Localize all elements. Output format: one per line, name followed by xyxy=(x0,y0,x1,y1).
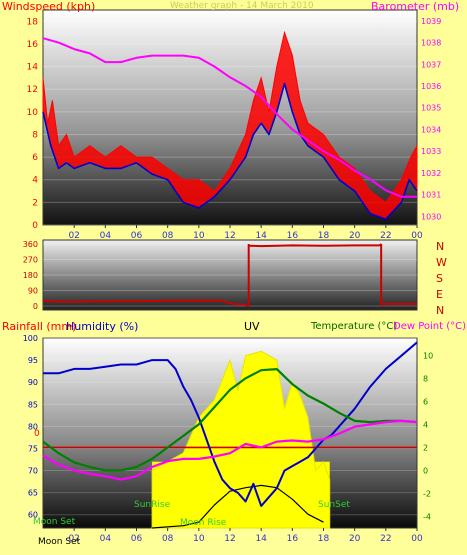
panel1-y-left-label: 4 xyxy=(32,176,38,186)
panel3-y-right-label: 4 xyxy=(423,420,428,429)
panel2-y-label: 180 xyxy=(23,271,38,280)
panel3-y-right-label: 0 xyxy=(423,466,428,475)
temperature-series xyxy=(42,368,418,472)
sunrise-label: SunRise xyxy=(134,500,171,510)
dir-label-n2: N xyxy=(436,304,445,317)
dir-label-n1: N xyxy=(436,240,445,253)
panel1-x-label: 18 xyxy=(318,231,330,241)
panel1-y-right-label: 1031 xyxy=(421,191,441,200)
wind-direction-series xyxy=(42,299,250,307)
moonset-axis-label: Moon Set xyxy=(38,537,81,547)
windspeed-title: Windspeed (kph) xyxy=(2,0,96,13)
panel1-x-label: 20 xyxy=(349,231,361,241)
panel3-x-label: 08 xyxy=(162,534,174,544)
panel3-x-label: 04 xyxy=(100,534,112,544)
humidity-series xyxy=(43,341,418,507)
panel1-x-label: 10 xyxy=(193,231,205,241)
panel1-x-label: 06 xyxy=(131,231,143,241)
panel1-y-right-label: 1035 xyxy=(421,104,441,113)
panel2-plot xyxy=(42,239,418,311)
panel3-y-left-label: 95 xyxy=(28,356,38,365)
sunset-label: SunSet xyxy=(318,500,350,510)
panel1-x-label: 14 xyxy=(255,231,267,241)
panel3-y-left-label: 80 xyxy=(28,422,38,431)
panel1-y-left-label: 8 xyxy=(32,130,38,140)
panel3-y-right-label: 6 xyxy=(423,397,428,406)
panel3-x-label: 12 xyxy=(224,534,235,544)
panel3-x-label: 20 xyxy=(349,534,361,544)
panel3-y-left-label: 90 xyxy=(28,378,38,387)
panel1-y-left-label: 0 xyxy=(32,221,38,231)
panel1-y-left-label: 12 xyxy=(27,85,38,95)
panel1-x-label: 00 xyxy=(411,231,423,241)
panel3-x-label: 02 xyxy=(68,534,79,544)
dewpoint-title: Dew Point (°C) xyxy=(393,321,467,332)
panel1-x-label: 12 xyxy=(224,231,235,241)
panel2-y-label: 90 xyxy=(28,287,38,296)
dir-label-e: E xyxy=(436,288,443,301)
panel3-x-label: 10 xyxy=(193,534,205,544)
panel3-y-left-label: 100 xyxy=(23,334,38,343)
panel3-y-right-label: 10 xyxy=(423,351,433,360)
panel1-y-left-label: 2 xyxy=(32,198,38,208)
panel3-y-left-label: 65 xyxy=(28,489,38,498)
panel3-y-left-label: 70 xyxy=(28,467,38,476)
windspeed-avg-series xyxy=(42,82,418,221)
barometer-title: Barometer (mb) xyxy=(371,0,460,13)
panel3-y-right-label: 2 xyxy=(423,443,428,452)
panel3-x-label: 18 xyxy=(318,534,330,544)
panel1-y-left-label: 14 xyxy=(27,63,39,73)
panel3-x-label: 14 xyxy=(255,534,267,544)
panel1-y-right-label: 1038 xyxy=(421,39,441,48)
panel1-x-label: 08 xyxy=(162,231,174,241)
panel1-y-right-label: 1039 xyxy=(421,17,441,26)
panel3-y-right-label: 8 xyxy=(423,374,428,383)
panel1-y-right-label: 1030 xyxy=(421,212,441,221)
panel1-x-label: 16 xyxy=(287,231,299,241)
chart-header: Weather graph - 14 March 2010 xyxy=(170,1,314,11)
panel1-x-label: 22 xyxy=(380,231,391,241)
wind-direction-series xyxy=(248,243,382,248)
panel3-x-label: 00 xyxy=(411,534,423,544)
moonset-label: Moon Set xyxy=(33,517,76,527)
panel3-y-left-label: 85 xyxy=(28,400,38,409)
panel1-y-right-label: 1032 xyxy=(421,169,441,178)
panel1-y-left-label: 10 xyxy=(27,108,39,118)
panel1-y-left-label: 18 xyxy=(27,17,39,27)
panel3-x-label: 16 xyxy=(287,534,299,544)
panel1-y-right-label: 1034 xyxy=(421,125,441,134)
uv-title: UV xyxy=(244,320,260,333)
panel3-x-label: 22 xyxy=(380,534,391,544)
temperature-title: Temperature (°C) xyxy=(311,321,398,332)
panel3-y-right-label: -4 xyxy=(423,512,431,521)
panel2-y-label: 270 xyxy=(23,256,38,265)
panel2-y-label: 0 xyxy=(33,302,38,311)
panel1-y-left-label: 6 xyxy=(32,153,38,163)
panel3-y-right-label: -2 xyxy=(423,489,431,498)
panel1-y-right-label: 1033 xyxy=(421,147,441,156)
panel1-y-right-label: 1036 xyxy=(421,82,441,91)
humidity-title: Humidity (%) xyxy=(66,320,139,333)
rainfall-title: Rainfall (mm) xyxy=(2,320,77,333)
panel3-y-left-label: 75 xyxy=(28,444,38,453)
panel3-x-label: 06 xyxy=(131,534,143,544)
wind-direction-series xyxy=(381,302,417,305)
panel1-x-label: 04 xyxy=(100,231,112,241)
panel1-x-label: 02 xyxy=(68,231,79,241)
rain-zero-label: 0 xyxy=(34,429,40,439)
solar-series xyxy=(152,484,324,529)
moonrise-label: Moon Rise xyxy=(180,518,227,528)
dir-label-w: W xyxy=(436,256,447,269)
panel3-y-left-label: 60 xyxy=(28,511,38,520)
panel1-y-left-label: 16 xyxy=(27,40,39,50)
dir-label-s: S xyxy=(436,272,443,285)
panel1-y-right-label: 1037 xyxy=(421,60,441,69)
panel2-y-label: 360 xyxy=(23,240,38,249)
barometer-series xyxy=(42,37,417,198)
dewpoint-series xyxy=(42,419,418,481)
